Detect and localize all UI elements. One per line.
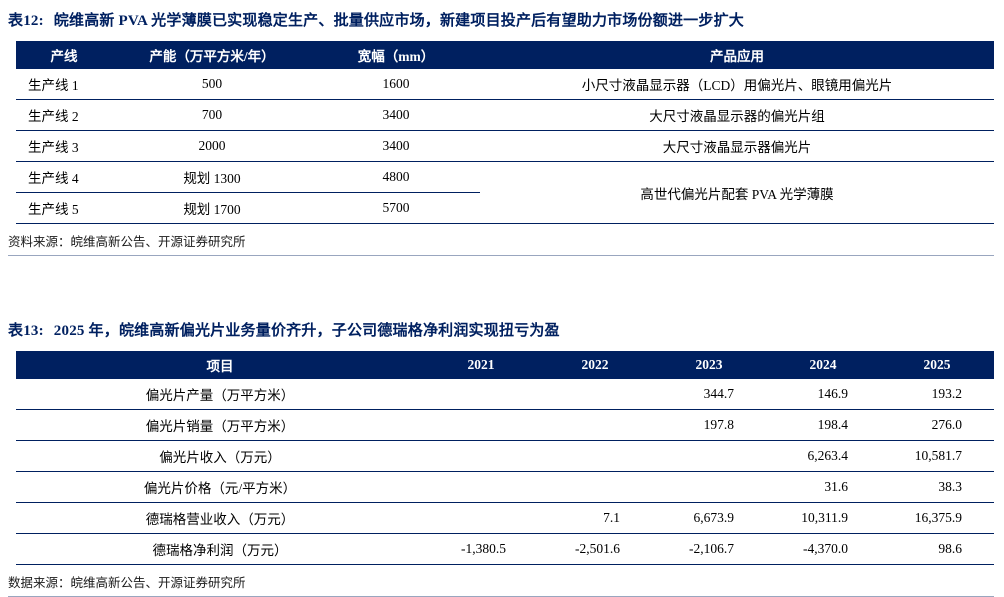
table-cell: 规划 1700 xyxy=(112,192,312,224)
table-cell: 38.3 xyxy=(880,471,994,503)
table13-body: 偏光片产量（万平方米） 344.7 146.9 193.2 偏光片销量（万平方米） 197… xyxy=(16,379,994,565)
column-header: 产线 xyxy=(16,41,112,69)
table-cell xyxy=(652,471,766,503)
table-row: 偏光片销量（万平方米） 197.8 198.4 276.0 xyxy=(16,409,994,441)
table-cell xyxy=(538,471,652,503)
table-cell xyxy=(538,379,652,410)
column-header: 2024 xyxy=(766,351,880,379)
table12-title-text: 皖维高新 PVA 光学薄膜已实现稳定生产、批量供应市场，新建项目投产后有望助力市… xyxy=(53,13,744,29)
table13-section: 表13: 2025 年，皖维高新偏光片业务量价齐升，子公司德瑞格净利润实现扭亏为盈… xyxy=(8,320,994,597)
table-cell: 高世代偏光片配套 PVA 光学薄膜 xyxy=(480,161,994,224)
table-cell: 197.8 xyxy=(652,409,766,441)
table-cell: 276.0 xyxy=(880,409,994,441)
table-cell: -2,106.7 xyxy=(652,533,766,565)
table-cell: 生产线 3 xyxy=(16,130,112,162)
header-row: 产线 产能（万平方米/年） 宽幅（mm） 产品应用 xyxy=(16,41,994,69)
table-row: 生产线 1 500 1600 小尺寸液晶显示器（LCD）用偏光片、眼镜用偏光片 xyxy=(16,69,994,100)
table-row: 生产线 3 2000 3400 大尺寸液晶显示器偏光片 xyxy=(16,130,994,162)
table-cell: 4800 xyxy=(312,161,480,193)
column-header: 产能（万平方米/年） xyxy=(112,41,312,69)
table-cell: 大尺寸液晶显示器偏光片 xyxy=(480,130,994,162)
section-divider xyxy=(8,255,994,256)
table12-source: 资料来源：皖维高新公告、开源证券研究所 xyxy=(8,235,246,249)
table-cell xyxy=(424,471,538,503)
table-cell: 5700 xyxy=(312,192,480,224)
table13-header: 项目 2021 2022 2023 2024 2025 xyxy=(16,351,994,379)
table-cell xyxy=(538,440,652,472)
column-header: 宽幅（mm） xyxy=(312,41,480,69)
header-row: 项目 2021 2022 2023 2024 2025 xyxy=(16,351,994,379)
table-cell: -2,501.6 xyxy=(538,533,652,565)
table-cell: 2000 xyxy=(112,130,312,162)
table-row: 生产线 4 规划 1300 4800 高世代偏光片配套 PVA 光学薄膜 xyxy=(16,161,994,224)
table12-section: 表12: 皖维高新 PVA 光学薄膜已实现稳定生产、批量供应市场，新建项目投产后有… xyxy=(8,10,994,256)
table-cell: 德瑞格营业收入（万元） xyxy=(16,502,424,534)
table-cell: 生产线 1 xyxy=(16,69,112,100)
table-cell: 16,375.9 xyxy=(880,502,994,534)
table-cell: 生产线 5 xyxy=(16,192,112,224)
table13-tag: 表13: xyxy=(8,323,44,339)
table-cell: 10,581.7 xyxy=(880,440,994,472)
column-header: 2025 xyxy=(880,351,994,379)
table-cell: 大尺寸液晶显示器的偏光片组 xyxy=(480,99,994,131)
column-header: 2021 xyxy=(424,351,538,379)
table-cell: 偏光片产量（万平方米） xyxy=(16,379,424,410)
table13: 项目 2021 2022 2023 2024 2025 偏光片产量（万平方米） 344.7 1… xyxy=(16,351,994,565)
column-header: 项目 xyxy=(16,351,424,379)
table-cell: 10,311.9 xyxy=(766,502,880,534)
table-cell: 700 xyxy=(112,99,312,131)
table-row: 生产线 2 700 3400 大尺寸液晶显示器的偏光片组 xyxy=(16,99,994,131)
table-cell: 7.1 xyxy=(538,502,652,534)
table-cell: 生产线 4 xyxy=(16,161,112,193)
table-cell: 小尺寸液晶显示器（LCD）用偏光片、眼镜用偏光片 xyxy=(480,69,994,100)
table12-title: 表12: 皖维高新 PVA 光学薄膜已实现稳定生产、批量供应市场，新建项目投产后有… xyxy=(8,10,994,32)
table-cell: 偏光片价格（元/平方米） xyxy=(16,471,424,503)
table-cell: 198.4 xyxy=(766,409,880,441)
table-cell: 偏光片收入（万元） xyxy=(16,440,424,472)
table13-title-text: 2025 年，皖维高新偏光片业务量价齐升，子公司德瑞格净利润实现扭亏为盈 xyxy=(53,323,560,339)
table-cell: 德瑞格净利润（万元） xyxy=(16,533,424,565)
table12-tag: 表12: xyxy=(8,13,44,29)
table-cell: 31.6 xyxy=(766,471,880,503)
table-row: 生产线 5 规划 1700 5700 xyxy=(16,192,994,224)
table12-body: 生产线 1 500 1600 小尺寸液晶显示器（LCD）用偏光片、眼镜用偏光片 生产线 … xyxy=(16,69,994,224)
table-row: 偏光片产量（万平方米） 344.7 146.9 193.2 xyxy=(16,379,994,410)
table-cell: 344.7 xyxy=(652,379,766,410)
table-cell xyxy=(538,409,652,441)
table-cell xyxy=(652,440,766,472)
table13-title: 表13: 2025 年，皖维高新偏光片业务量价齐升，子公司德瑞格净利润实现扭亏为盈 xyxy=(8,320,994,342)
table-cell: 生产线 2 xyxy=(16,99,112,131)
table-row: 德瑞格营业收入（万元） 7.1 6,673.9 10,311.9 16,375.9 xyxy=(16,502,994,534)
table-cell: 193.2 xyxy=(880,379,994,410)
table-cell: 1600 xyxy=(312,69,480,100)
table-row: 偏光片价格（元/平方米） 31.6 38.3 xyxy=(16,471,994,503)
table-row: 德瑞格净利润（万元） -1,380.5 -2,501.6 -2,106.7 -4,370… xyxy=(16,533,994,565)
table-cell: 146.9 xyxy=(766,379,880,410)
table12-header: 产线 产能（万平方米/年） 宽幅（mm） 产品应用 xyxy=(16,41,994,69)
table-cell: -1,380.5 xyxy=(424,533,538,565)
table-cell: 98.6 xyxy=(880,533,994,565)
column-header: 2022 xyxy=(538,351,652,379)
table-cell: 3400 xyxy=(312,130,480,162)
table-cell xyxy=(424,379,538,410)
table-cell xyxy=(424,440,538,472)
table-cell: -4,370.0 xyxy=(766,533,880,565)
table-cell: 6,263.4 xyxy=(766,440,880,472)
table-cell xyxy=(424,502,538,534)
table13-source: 数据来源：皖维高新公告、开源证券研究所 xyxy=(8,576,246,590)
table-cell: 6,673.9 xyxy=(652,502,766,534)
table-cell xyxy=(424,409,538,441)
column-header: 产品应用 xyxy=(480,41,994,69)
table-cell: 偏光片销量（万平方米） xyxy=(16,409,424,441)
table-cell: 规划 1300 xyxy=(112,161,312,193)
table-row: 偏光片收入（万元） 6,263.4 10,581.7 xyxy=(16,440,994,472)
table12: 产线 产能（万平方米/年） 宽幅（mm） 产品应用 生产线 1 500 1600 小尺寸液晶… xyxy=(16,41,994,224)
table-cell: 500 xyxy=(112,69,312,100)
column-header: 2023 xyxy=(652,351,766,379)
table-cell: 3400 xyxy=(312,99,480,131)
